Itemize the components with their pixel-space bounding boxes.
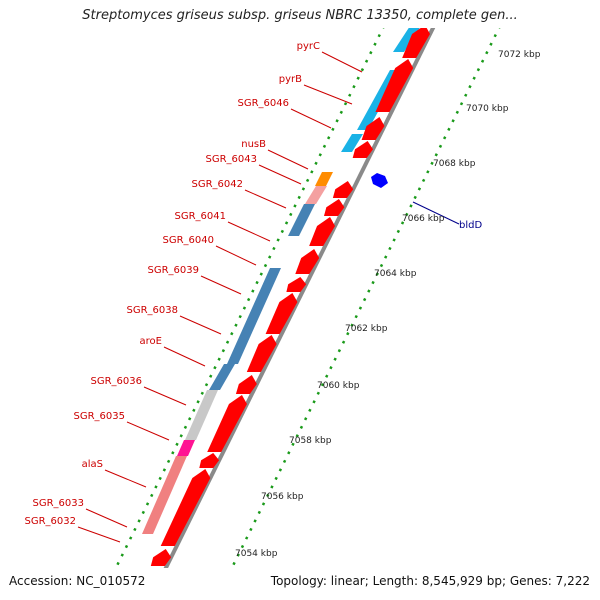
- feature-blue-bldD[interactable]: [371, 173, 388, 188]
- label-leaders: [77, 51, 363, 543]
- cds-arrow[interactable]: [402, 25, 431, 58]
- gene-label[interactable]: pyrB: [279, 74, 302, 85]
- scale-tick-label: 7066 kbp: [402, 214, 445, 224]
- feature-orange-6043[interactable]: [315, 172, 333, 186]
- scale-tick-label: 7064 kbp: [374, 269, 417, 279]
- gene-label[interactable]: alaS: [82, 459, 103, 470]
- gene-label[interactable]: SGR_6038: [127, 305, 179, 316]
- cds-arrow[interactable]: [332, 181, 354, 198]
- cds-arrow[interactable]: [361, 117, 385, 140]
- gene-label-leader: [77, 526, 121, 543]
- gene-label-leader: [85, 508, 128, 528]
- gene-label[interactable]: SGR_6041: [175, 211, 227, 222]
- accession-info: Accession: NC_010572: [9, 574, 145, 588]
- feature-lightred-alaS[interactable]: [142, 456, 187, 534]
- gene-label[interactable]: SGR_6040: [163, 235, 215, 246]
- scale-tick-label: 7060 kbp: [317, 381, 360, 391]
- gene-label-leader: [258, 164, 302, 185]
- cds-arrow[interactable]: [309, 217, 336, 246]
- genes-value: 7,222: [555, 574, 590, 588]
- length-value: 8,545,929 bp: [421, 574, 502, 588]
- cds-arrow[interactable]: [295, 249, 320, 274]
- gene-label[interactable]: SGR_6046: [238, 98, 290, 109]
- gene-label[interactable]: pyrC: [297, 41, 320, 52]
- cds-arrow[interactable]: [265, 293, 298, 334]
- feature-lightpink-6042[interactable]: [305, 186, 327, 204]
- gene-label-leader: [104, 469, 147, 488]
- green-track-left: [114, 28, 385, 568]
- gene-label-leader: [200, 275, 242, 295]
- cds-arrow[interactable]: [207, 395, 247, 452]
- length-label: Length:: [372, 574, 419, 588]
- gene-label-leader: [244, 189, 287, 209]
- feature-magenta-6035[interactable]: [177, 440, 195, 456]
- feature-steelblue-aroE[interactable]: [209, 364, 235, 390]
- gene-label-leader: [227, 221, 271, 242]
- gene-label[interactable]: SGR_6035: [74, 411, 126, 422]
- gene-label-leader: [303, 84, 353, 105]
- cds-arrow[interactable]: [323, 199, 345, 216]
- cds-arrow[interactable]: [375, 59, 414, 112]
- backbone-line: [163, 28, 436, 568]
- gene-label[interactable]: SGR_6039: [148, 265, 200, 276]
- gene-label-leader: [143, 386, 187, 406]
- cds-arrow[interactable]: [199, 453, 220, 468]
- scale-tick-label: 7054 kbp: [235, 549, 278, 559]
- gene-label-leader: [163, 346, 206, 367]
- topology-label: Topology:: [270, 574, 327, 588]
- gene-label-leader: [179, 315, 222, 335]
- gene-label-leader: [321, 51, 363, 73]
- gene-label[interactable]: nusB: [241, 139, 266, 150]
- cds-arrow[interactable]: [352, 141, 374, 158]
- scale-tick-label: 7062 kbp: [345, 324, 388, 334]
- gene-labels: pyrC pyrB SGR_6046 nusB SGR_6043 SGR_6042 SGR_…: [25, 41, 483, 527]
- bldD-leader-line: [412, 201, 460, 225]
- scale-tick-label: 7070 kbp: [466, 104, 509, 114]
- genes-label: Genes:: [509, 574, 552, 588]
- scale-tick-label: 7068 kbp: [433, 159, 476, 169]
- gene-label[interactable]: SGR_6042: [192, 179, 244, 190]
- feature-steelblue-6041[interactable]: [288, 204, 315, 236]
- gene-label-leader: [267, 149, 309, 170]
- cds-arrow[interactable]: [246, 335, 277, 372]
- cds-arrows: [150, 25, 431, 566]
- map-title: Streptomyces griseus subsp. griseus NBRC…: [82, 8, 518, 23]
- feature-cyan-6046[interactable]: [341, 134, 363, 152]
- gene-label-leader: [215, 245, 257, 266]
- cds-arrow[interactable]: [235, 375, 257, 394]
- scale-ticks: 7072 kbp 7070 kbp 7068 kbp 7066 kbp 7064 kbp…: [235, 50, 541, 559]
- gene-label[interactable]: SGR_6032: [25, 516, 77, 527]
- topology-info: Topology: linear; Length: 8,545,929 bp; …: [270, 574, 590, 588]
- gene-label[interactable]: aroE: [140, 336, 162, 347]
- green-track-right: [230, 28, 501, 568]
- gene-label-leader: [290, 108, 332, 129]
- cds-arrow[interactable]: [150, 549, 172, 566]
- accession-label: Accession:: [9, 574, 73, 588]
- feature-steelblue-6038[interactable]: [227, 268, 281, 364]
- scale-tick-label: 7072 kbp: [498, 50, 541, 60]
- gene-label-leader: [126, 421, 170, 441]
- gene-label[interactable]: SGR_6036: [91, 376, 143, 387]
- cds-arrow[interactable]: [286, 277, 307, 292]
- scale-tick-label: 7058 kbp: [289, 436, 332, 446]
- accession-value: NC_010572: [76, 574, 146, 588]
- cds-arrow[interactable]: [160, 469, 211, 546]
- topology-value: linear: [330, 574, 365, 588]
- scale-tick-label: 7056 kbp: [261, 492, 304, 502]
- feature-gray-6036[interactable]: [185, 390, 218, 440]
- gene-label[interactable]: SGR_6033: [33, 498, 85, 509]
- gene-label[interactable]: SGR_6043: [206, 154, 258, 165]
- gene-label-bldD[interactable]: bldD: [459, 220, 482, 231]
